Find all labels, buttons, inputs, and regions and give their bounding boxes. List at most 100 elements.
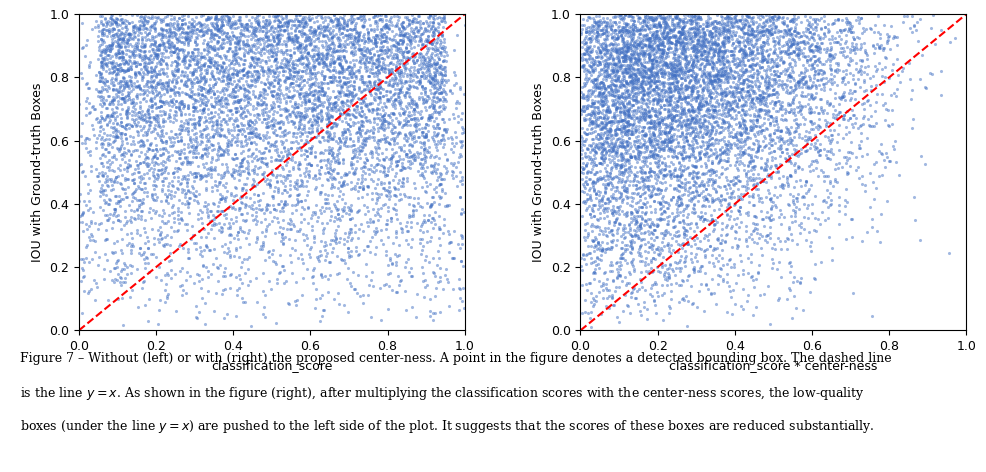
Point (121, 89, 137, 97)
Point (98, 135, 113, 143)
Point (305, 28, 320, 36)
Point (792, 43, 808, 51)
Point (702, 33, 718, 40)
Point (714, 20, 730, 27)
Point (717, 195, 733, 203)
Point (579, 190, 595, 198)
Point (659, 265, 674, 273)
Point (596, 120, 611, 128)
Point (148, 46, 164, 53)
Point (738, 97, 753, 105)
Point (78, 97, 94, 105)
Point (658, 59, 673, 67)
Point (804, 46, 819, 53)
Point (179, 22, 195, 30)
Point (629, 224, 645, 232)
Point (359, 59, 375, 66)
Point (93, 185, 108, 192)
Point (779, 145, 795, 153)
Point (704, 58, 720, 66)
Point (342, 216, 358, 223)
Point (720, 59, 736, 66)
Point (718, 91, 734, 99)
Point (713, 70, 729, 78)
Point (432, 83, 448, 91)
Point (667, 25, 682, 33)
Point (645, 65, 661, 72)
Point (417, 25, 433, 33)
Point (822, 58, 838, 65)
Point (348, 130, 364, 137)
Point (672, 67, 688, 74)
Point (609, 274, 625, 281)
Point (238, 102, 253, 110)
Point (613, 122, 629, 129)
Point (301, 117, 317, 125)
Point (703, 211, 719, 219)
Point (232, 171, 247, 178)
Point (338, 65, 354, 72)
Point (345, 118, 361, 126)
Point (148, 100, 164, 107)
Point (647, 38, 663, 46)
Point (235, 295, 250, 302)
Point (421, 104, 437, 111)
Point (606, 287, 622, 295)
Point (323, 135, 339, 142)
Point (698, 99, 714, 106)
Point (598, 128, 613, 136)
Point (140, 17, 156, 25)
Point (650, 36, 666, 44)
Point (658, 18, 673, 25)
Point (599, 103, 615, 111)
Point (233, 113, 248, 121)
Point (634, 41, 650, 48)
Point (410, 199, 426, 207)
Point (260, 53, 276, 61)
Point (718, 66, 734, 74)
Point (639, 33, 655, 40)
Point (129, 205, 145, 213)
Point (764, 156, 780, 164)
Point (201, 246, 217, 254)
Point (740, 19, 756, 27)
Point (435, 71, 451, 78)
Point (302, 83, 317, 91)
Point (227, 43, 243, 51)
Point (636, 86, 652, 94)
Point (202, 42, 218, 50)
Point (607, 12, 623, 20)
Point (402, 63, 418, 71)
Point (290, 182, 306, 190)
Point (406, 110, 422, 118)
Point (640, 79, 656, 87)
Point (239, 125, 254, 132)
Point (387, 134, 402, 142)
Point (632, 257, 648, 264)
Point (602, 169, 618, 177)
Point (694, 76, 710, 84)
Point (163, 12, 178, 19)
Point (375, 168, 390, 176)
Point (747, 32, 763, 39)
Point (620, 168, 636, 176)
Point (102, 166, 117, 174)
Point (685, 69, 701, 77)
Point (108, 134, 124, 141)
Point (191, 63, 207, 71)
Point (767, 154, 783, 162)
Point (221, 247, 237, 254)
Point (408, 99, 424, 107)
Point (692, 153, 708, 160)
Point (354, 87, 370, 94)
Point (656, 79, 671, 86)
Point (209, 263, 225, 270)
Point (677, 55, 693, 63)
Point (606, 26, 622, 34)
Point (646, 95, 662, 103)
Point (259, 41, 275, 48)
Point (122, 206, 138, 213)
Point (94, 159, 109, 167)
Point (758, 47, 774, 55)
Point (759, 83, 775, 91)
